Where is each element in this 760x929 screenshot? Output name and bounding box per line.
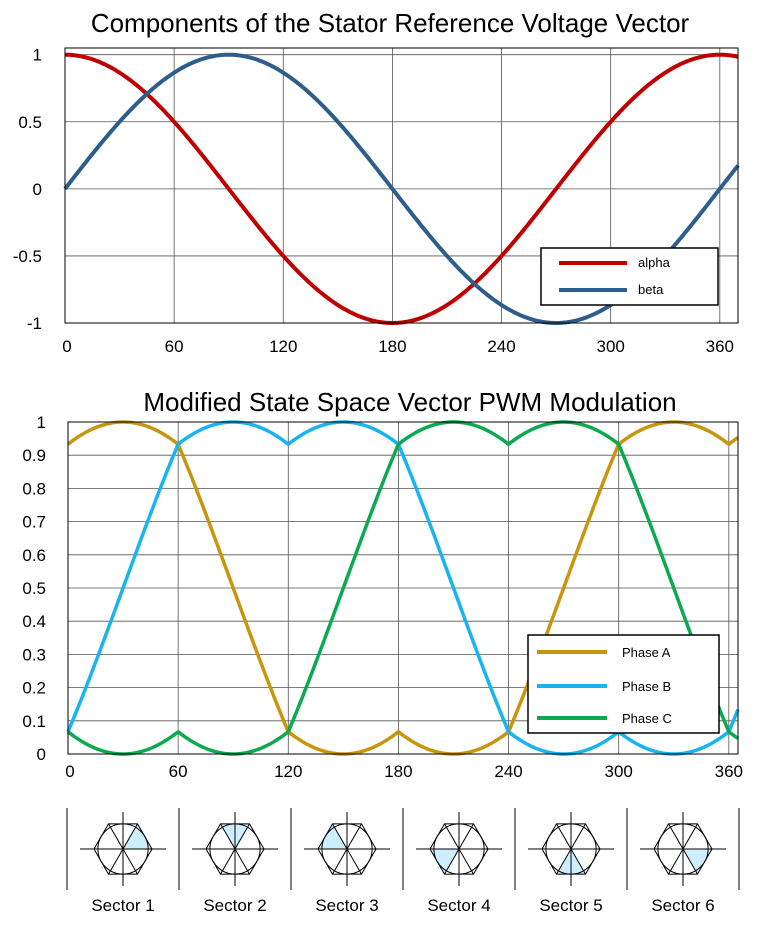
sector-spoke [108,848,124,875]
chart2-x-tick-label: 0 [65,762,74,781]
sector-label: Sector 4 [427,896,490,915]
chart2-x-ticks: 0 60 120 180 240 300 360 [65,762,743,781]
sector-spoke [458,823,474,850]
chart1-plot-frame [64,47,739,324]
chart2-y-tick-label: 1 [37,413,46,432]
sector-spoke [346,823,362,850]
sector-spoke [444,848,460,875]
chart2-x-tick-label: 360 [715,762,743,781]
sector-diagram-3: Sector 3 [304,812,390,915]
sector-highlight [430,849,459,875]
legend-label-phase-a: Phase A [622,645,671,660]
sector-spoke [332,823,348,850]
legend-label-beta: beta [638,282,664,297]
chart2-x-tick-label: 180 [384,762,412,781]
chart2-y-tick-label: 0.5 [22,579,46,598]
chart2-x-tick-label: 120 [274,762,302,781]
chart1-y-tick-label: 0.5 [18,113,42,132]
sector-spoke [570,848,586,875]
sector-highlight [318,823,347,849]
sector-spoke [122,848,138,875]
sector-spoke [556,848,572,875]
chart2-x-tick-label: 300 [604,762,632,781]
chart2-y-tick-label: 0.4 [22,612,46,631]
chart2-y-tick-label: 0.2 [22,679,46,698]
sector-spoke [668,823,684,850]
chart1-legend-box [540,247,719,306]
chart1-x-tick-label: 360 [706,337,734,356]
sector-diagram-2: Sector 2 [192,812,278,915]
chart1-y-tick-label: -0.5 [13,247,42,266]
sector-spoke [332,848,348,875]
sector-highlight [683,849,712,875]
chart1-y-tick-label: 0 [33,180,42,199]
chart2-y-tick-label: 0.8 [22,479,46,498]
sector-highlight [123,823,152,849]
chart1-legend: alpha beta [540,247,719,306]
chart2-series [66,420,740,756]
sector-spoke [220,823,236,850]
sector-spoke [682,823,698,850]
chart1-x-tick-label: 120 [269,337,297,356]
sector-spoke [346,848,362,875]
sector-spoke [570,823,586,850]
chart2-plot-frame [67,421,739,755]
sector-label: Sector 1 [91,896,154,915]
chart2-title: Modified State Space Vector PWM Modulati… [143,387,676,417]
sector-spoke [234,823,250,850]
sector-diagram-6: Sector 6 [640,812,726,915]
sector-spoke [234,848,250,875]
chart2-y-tick-label: 0.9 [22,446,46,465]
sector-label: Sector 2 [203,896,266,915]
chart1-title: Components of the Stator Reference Volta… [91,8,690,38]
sector-spoke [122,823,138,850]
series-line-alpha [64,52,739,325]
chart1-x-tick-label: 180 [378,337,406,356]
chart2-y-tick-label: 0.1 [22,712,46,731]
legend-label-alpha: alpha [638,255,671,270]
series-line-phase-a [66,420,739,756]
chart2-legend: Phase A Phase B Phase C [527,634,720,734]
sector-spoke [668,848,684,875]
legend-label-phase-b: Phase B [622,679,671,694]
sector-spoke [108,823,124,850]
sector-spoke [556,823,572,850]
series-line-phase-b [66,420,740,756]
chart2-y-tick-label: 0.3 [22,645,46,664]
sector-label: Sector 3 [315,896,378,915]
chart1-y-tick-label: -1 [27,314,42,333]
sector-diagram-1: Sector 1 [80,812,166,915]
chart1-x-tick-label: 300 [596,337,624,356]
chart2-y-ticks: 1 0.9 0.8 0.7 0.6 0.5 0.4 0.3 0.2 0.1 0 [22,413,46,764]
sector-diagram-5: Sector 5 [528,812,614,915]
chart1-y-tick-label: 1 [33,46,42,65]
sector-spoke [220,848,236,875]
chart2-y-tick-label: 0 [37,745,46,764]
sector-spoke [458,848,474,875]
chart1-x-tick-label: 60 [165,337,184,356]
chart1-x-tick-label: 240 [487,337,515,356]
sector-diagrams: Sector 1 Sector 2 Sector 3 Sector 4 Sector 5… [66,808,740,915]
chart1-y-ticks: 1 0.5 0 -0.5 -1 [13,46,42,333]
chart2-x-tick-label: 60 [169,762,188,781]
sector-label: Sector 5 [539,896,602,915]
series-line-phase-c [66,420,739,756]
chart2-y-tick-label: 0.6 [22,546,46,565]
chart1-x-ticks: 0 60 120 180 240 300 360 [62,337,734,356]
sector-spoke [682,848,698,875]
chart2-x-tick-label: 240 [494,762,522,781]
sector-label: Sector 6 [651,896,714,915]
sector-spoke [444,823,460,850]
chart-svpwm-modulation: Modified State Space Vector PWM Modulati… [22,387,743,781]
chart-stator-voltage: Components of the Stator Reference Volta… [13,8,740,356]
chart2-y-tick-label: 0.7 [22,513,46,532]
chart1-x-tick-label: 0 [62,337,71,356]
sector-diagram-4: Sector 4 [416,812,502,915]
legend-label-phase-c: Phase C [622,711,672,726]
